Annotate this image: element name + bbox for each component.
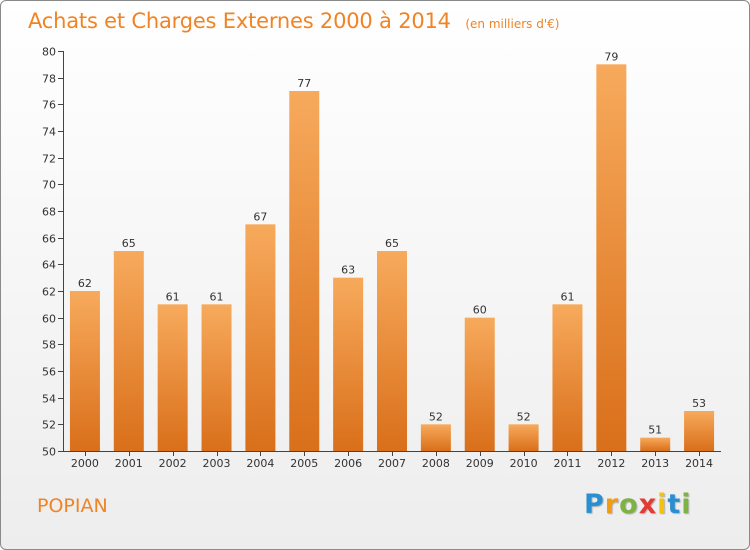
bar-2005 [289, 91, 320, 451]
bar-2008 [420, 424, 451, 451]
logo-letter: r [604, 489, 620, 520]
location-name: POPIAN [37, 495, 108, 517]
data-label-2008: 52 [429, 410, 443, 423]
bar-2009 [464, 317, 495, 451]
data-label-2007: 65 [385, 237, 399, 250]
x-tick-label-2013: 2013 [641, 457, 669, 470]
bar-2000 [69, 291, 100, 451]
y-tick-label: 64 [42, 259, 56, 272]
y-tick-label: 74 [42, 126, 56, 139]
y-tick-label: 56 [42, 366, 56, 379]
x-tick-label-2010: 2010 [510, 457, 538, 470]
bar-2001 [113, 251, 144, 451]
y-tick-label: 66 [42, 233, 56, 246]
x-tick-label-2008: 2008 [422, 457, 450, 470]
y-tick-label: 70 [42, 179, 56, 192]
proxiti-logo: Proxiti [584, 489, 692, 520]
x-tick-label-2007: 2007 [378, 457, 406, 470]
y-tick-label: 80 [42, 46, 56, 59]
bar-2002 [157, 304, 188, 451]
y-tick-label: 54 [42, 393, 56, 406]
x-tick-label-2012: 2012 [597, 457, 625, 470]
data-label-2010: 52 [517, 410, 531, 423]
data-label-2000: 62 [78, 277, 92, 290]
data-label-2013: 51 [648, 424, 662, 437]
data-label-2006: 63 [341, 264, 355, 277]
y-tick-label: 58 [42, 339, 56, 352]
y-tick-label: 78 [42, 73, 56, 86]
x-tick-label-2001: 2001 [115, 457, 143, 470]
x-tick-label-2004: 2004 [246, 457, 274, 470]
data-label-2004: 67 [253, 210, 267, 223]
logo-letter: P [584, 489, 605, 520]
chart-subtitle: (en milliers d'€) [465, 17, 560, 31]
x-tick-label-2009: 2009 [466, 457, 494, 470]
bar-2006 [333, 277, 364, 451]
bar-2004 [245, 224, 276, 451]
data-label-2014: 53 [692, 397, 706, 410]
bar-2010 [508, 424, 539, 451]
chart-title: Achats et Charges Externes 2000 à 2014 (… [28, 9, 559, 33]
logo-letter: i [657, 489, 668, 520]
bar-2012 [596, 64, 627, 452]
x-tick-label-2011: 2011 [553, 457, 581, 470]
y-tick-label: 52 [42, 419, 56, 432]
bar-2013 [640, 437, 671, 451]
data-label-2011: 61 [560, 290, 574, 303]
x-tick-label-2000: 2000 [71, 457, 99, 470]
y-tick-label: 76 [42, 99, 56, 112]
logo-letter: o [619, 489, 639, 520]
x-tick-label-2002: 2002 [159, 457, 187, 470]
bar-2014 [684, 411, 715, 451]
x-tick-label-2005: 2005 [290, 457, 318, 470]
y-tick-label: 60 [42, 313, 56, 326]
data-label-2003: 61 [210, 290, 224, 303]
x-tick-label-2003: 2003 [203, 457, 231, 470]
logo-letter: x [638, 489, 658, 520]
data-label-2009: 60 [473, 304, 487, 317]
data-label-2001: 65 [122, 237, 136, 250]
data-label-2005: 77 [297, 77, 311, 90]
bar-2003 [201, 304, 232, 451]
data-label-2002: 61 [166, 290, 180, 303]
chart-title-text: Achats et Charges Externes 2000 à 2014 [28, 9, 451, 33]
data-label-2012: 79 [604, 50, 618, 63]
logo-letter: t [667, 489, 682, 520]
y-tick-label: 68 [42, 206, 56, 219]
y-tick-label: 62 [42, 286, 56, 299]
bar-2011 [552, 304, 583, 451]
x-tick-label-2006: 2006 [334, 457, 362, 470]
logo-letter: i [681, 489, 692, 520]
y-tick-label: 50 [42, 446, 56, 459]
x-tick-label-2014: 2014 [685, 457, 713, 470]
bar-2007 [377, 251, 407, 451]
y-tick-label: 72 [42, 153, 56, 166]
